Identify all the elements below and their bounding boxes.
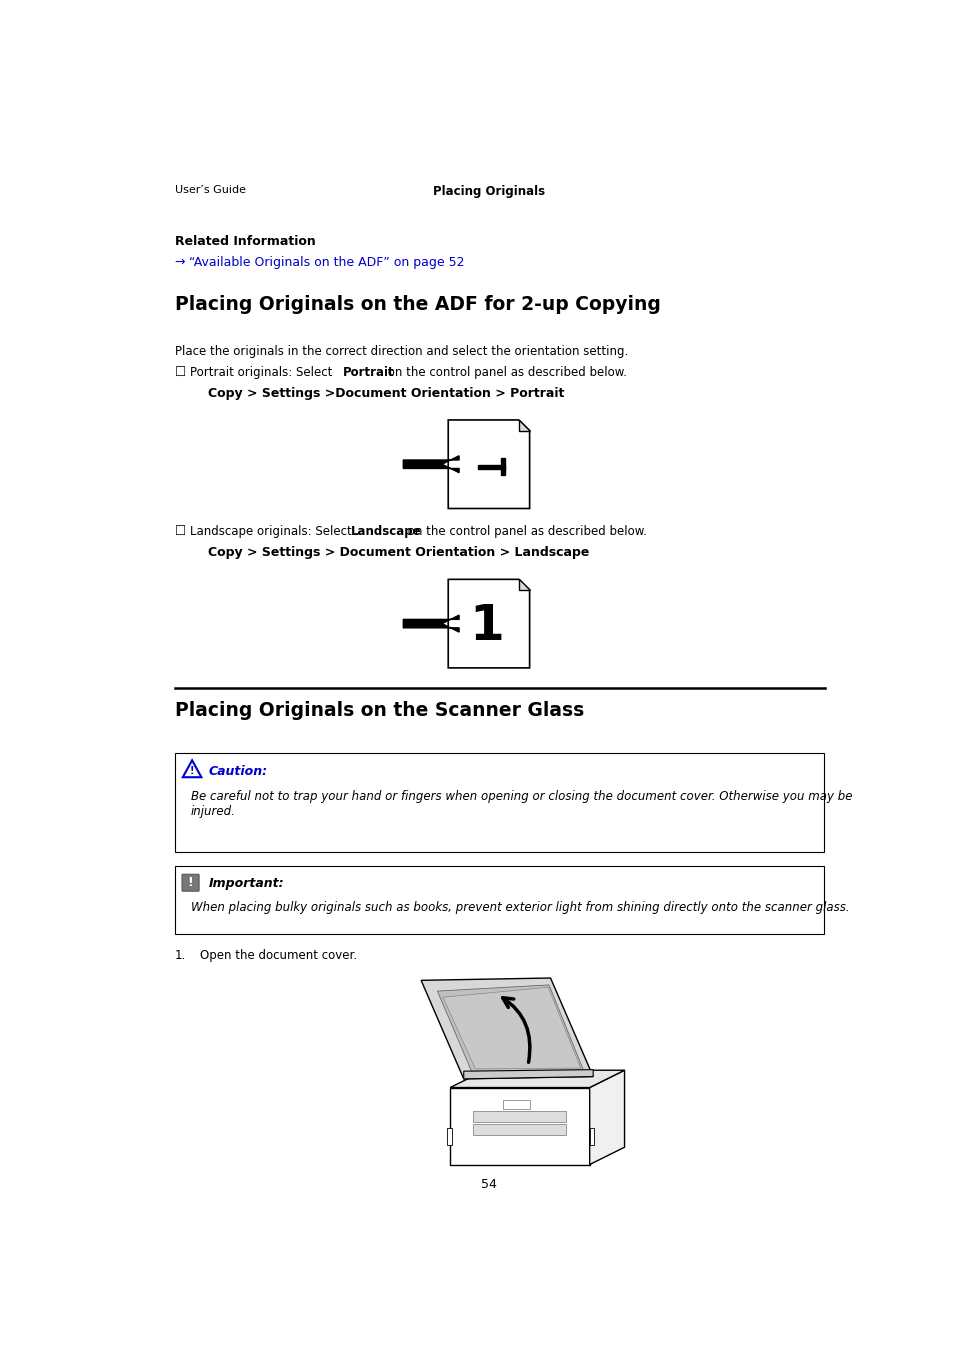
Polygon shape <box>403 616 458 632</box>
Text: Landscape: Landscape <box>351 525 421 539</box>
Text: Be careful not to trap your hand or fingers when opening or closing the document: Be careful not to trap your hand or fing… <box>191 790 851 818</box>
Bar <box>174 753 823 852</box>
Bar <box>447 1129 452 1145</box>
Text: Placing Originals: Placing Originals <box>433 185 544 198</box>
FancyBboxPatch shape <box>182 875 199 891</box>
Bar <box>500 459 505 475</box>
Text: on the control panel as described below.: on the control panel as described below. <box>403 525 646 539</box>
Text: Portrait: Portrait <box>342 366 394 379</box>
Polygon shape <box>463 1069 593 1079</box>
Polygon shape <box>518 579 529 590</box>
Text: →: → <box>174 256 190 269</box>
Text: ☐: ☐ <box>174 366 186 379</box>
Text: User’s Guide: User’s Guide <box>174 185 246 196</box>
Text: 1.: 1. <box>174 949 186 963</box>
Text: Placing Originals on the Scanner Glass: Placing Originals on the Scanner Glass <box>174 701 583 720</box>
Text: Landscape originals: Select: Landscape originals: Select <box>190 525 355 539</box>
Bar <box>174 865 823 934</box>
Text: Copy > Settings >Document Orientation > Portrait: Copy > Settings >Document Orientation > … <box>208 387 563 400</box>
Polygon shape <box>473 1111 566 1122</box>
Text: Important:: Important: <box>208 878 284 891</box>
Polygon shape <box>448 579 529 668</box>
Polygon shape <box>436 986 583 1073</box>
Text: When placing bulky originals such as books, prevent exterior light from shining : When placing bulky originals such as boo… <box>191 902 848 914</box>
Bar <box>589 1129 594 1145</box>
Polygon shape <box>473 1125 566 1135</box>
Polygon shape <box>518 420 529 431</box>
Text: 54: 54 <box>480 1179 497 1192</box>
Text: 1: 1 <box>469 602 503 651</box>
Text: “Available Originals on the ADF” on page 52: “Available Originals on the ADF” on page… <box>189 256 464 269</box>
Text: !: ! <box>190 765 194 776</box>
Polygon shape <box>420 977 593 1079</box>
Polygon shape <box>403 456 458 472</box>
Text: Place the originals in the correct direction and select the orientation setting.: Place the originals in the correct direc… <box>174 346 628 358</box>
Polygon shape <box>448 420 529 509</box>
Polygon shape <box>450 1088 589 1165</box>
Text: Copy > Settings > Document Orientation > Landscape: Copy > Settings > Document Orientation >… <box>208 547 588 559</box>
Polygon shape <box>442 987 580 1069</box>
Polygon shape <box>450 1071 624 1088</box>
Bar <box>502 1100 530 1110</box>
Text: Caution:: Caution: <box>208 765 267 778</box>
Text: Related Information: Related Information <box>174 235 315 248</box>
Text: Placing Originals on the ADF for 2-up Copying: Placing Originals on the ADF for 2-up Co… <box>174 296 660 315</box>
Text: Portrait originals: Select: Portrait originals: Select <box>190 366 335 379</box>
Polygon shape <box>589 1071 624 1165</box>
Text: Open the document cover.: Open the document cover. <box>199 949 356 963</box>
Text: !: ! <box>188 876 193 890</box>
Bar <box>477 464 505 468</box>
Text: on the control panel as described below.: on the control panel as described below. <box>384 366 627 379</box>
Text: ☐: ☐ <box>174 525 186 539</box>
